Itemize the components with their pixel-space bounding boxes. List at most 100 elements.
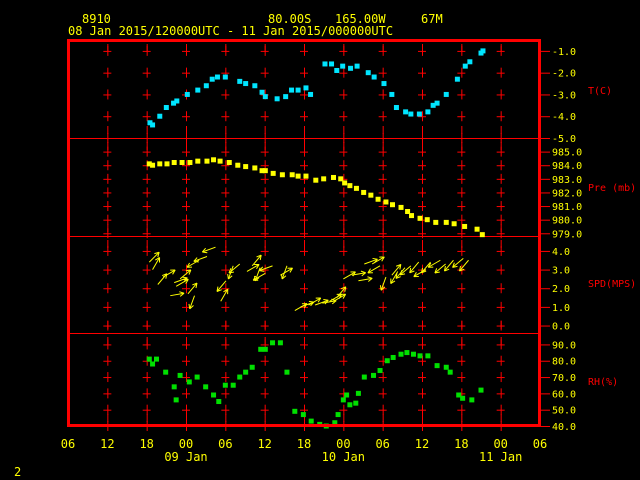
humidity-point [456,392,462,398]
wind-arrow-head [256,264,260,269]
wind-arrow-head [259,270,265,272]
humidity-point [150,361,156,367]
x-tick-label: 06 [218,437,232,451]
pressure-point [295,173,301,179]
wind-arrow [175,278,189,287]
pressure-point [217,158,223,164]
wind-arrow [193,256,208,263]
y-tick-label: 90.0 [552,340,576,351]
temperature-point [340,63,346,69]
wind-arrow-shaft [459,259,469,272]
wind-arrow-shaft [174,277,188,284]
y-tick-label: -4.0 [552,112,576,123]
wind-arrow [252,272,266,281]
wind-arrow [162,269,176,278]
wind-arrow [409,261,420,274]
wind-arrow [379,276,387,291]
panel-label-temperature: T(C) [588,86,612,97]
wind-arrow-shaft [444,259,454,272]
wind-arrow-shaft [228,263,241,274]
wind-arrow-head [280,273,283,280]
humidity-point [308,418,314,424]
station-latitude: 80.00S [268,12,311,26]
humidity-point [177,372,183,378]
temperature-point [147,120,153,126]
wind-arrow-shaft [193,256,208,262]
wind-arrow-head [185,279,189,284]
wind-arrow-head [228,268,232,274]
wind-arrow [459,259,469,272]
wind-arrow [371,256,385,265]
wind-arrow-head [179,291,185,294]
wind-arrow-head [409,270,415,274]
temperature-point [274,96,280,102]
temperature-point [222,74,228,80]
pressure-point [361,189,367,195]
pressure-point [331,174,336,180]
wind-arrow [187,282,198,295]
wind-arrow [434,263,446,274]
wind-arrow-shaft [452,258,464,268]
pressure-point [342,180,348,186]
humidity-point [292,408,298,414]
wind-arrow-head [186,262,191,268]
pressure-point [179,160,185,165]
pressure-point [150,162,156,168]
humidity-point [469,397,475,403]
pressure-point [462,223,468,229]
wind-arrow [367,265,381,274]
temperature-point [454,76,460,82]
humidity-point [410,351,416,357]
wind-arrow-head [421,270,427,274]
temperature-point [214,74,220,80]
wind-arrow-shaft [371,256,385,265]
y-tick-label: 4.0 [552,247,570,258]
wind-arrow-head [289,267,293,273]
wind-arrow-head [228,271,235,274]
wind-arrow-shaft [280,267,293,276]
wind-arrow-head [367,268,371,274]
panel-label-humidity: RH(%) [588,377,618,388]
pressure-point [279,172,285,178]
humidity-point [284,369,290,375]
wind-arrow-shaft [189,295,195,310]
temperature-point [262,94,268,100]
humidity-point [355,390,361,396]
wind-arrow-shaft [364,258,378,265]
pressure-point [474,226,480,232]
humidity-point [398,351,404,357]
wind-arrow [170,291,185,297]
wind-arrow-head [400,273,406,276]
temperature-point [283,94,289,100]
wind-arrow-head [390,280,396,284]
wind-arrow-shaft [259,265,273,272]
wind-arrow-shaft [162,269,176,278]
temperature-point [443,91,449,97]
wind-arrow-head [342,294,347,299]
wind-arrow [188,295,195,310]
temperature-point [393,105,399,111]
wind-arrow [280,265,288,280]
humidity-point [370,372,376,378]
wind-arrow-shaft [251,254,262,267]
wind-arrow-shaft [367,265,381,274]
wind-arrow-head [367,276,373,279]
wind-arrow-head [352,271,356,277]
temperature-point [381,81,387,87]
pressure-point [409,213,415,219]
x-date-label: 09 Jan [164,450,207,464]
pressure-point [479,232,485,238]
wind-arrow-head [155,257,160,261]
wind-arrow-head [360,270,366,274]
x-tick-label: 06 [61,437,75,451]
wind-arrow-shaft [246,264,260,272]
wind-arrow-head [157,252,160,258]
wind-arrow-head [188,303,191,309]
y-tick-label: -2.0 [552,69,576,80]
humidity-point [478,387,484,393]
temperature-point [303,85,309,91]
pressure-point [289,172,295,178]
humidity-point [335,412,341,418]
wind-arrow-head [259,266,264,271]
wind-arrow-head [413,272,417,277]
